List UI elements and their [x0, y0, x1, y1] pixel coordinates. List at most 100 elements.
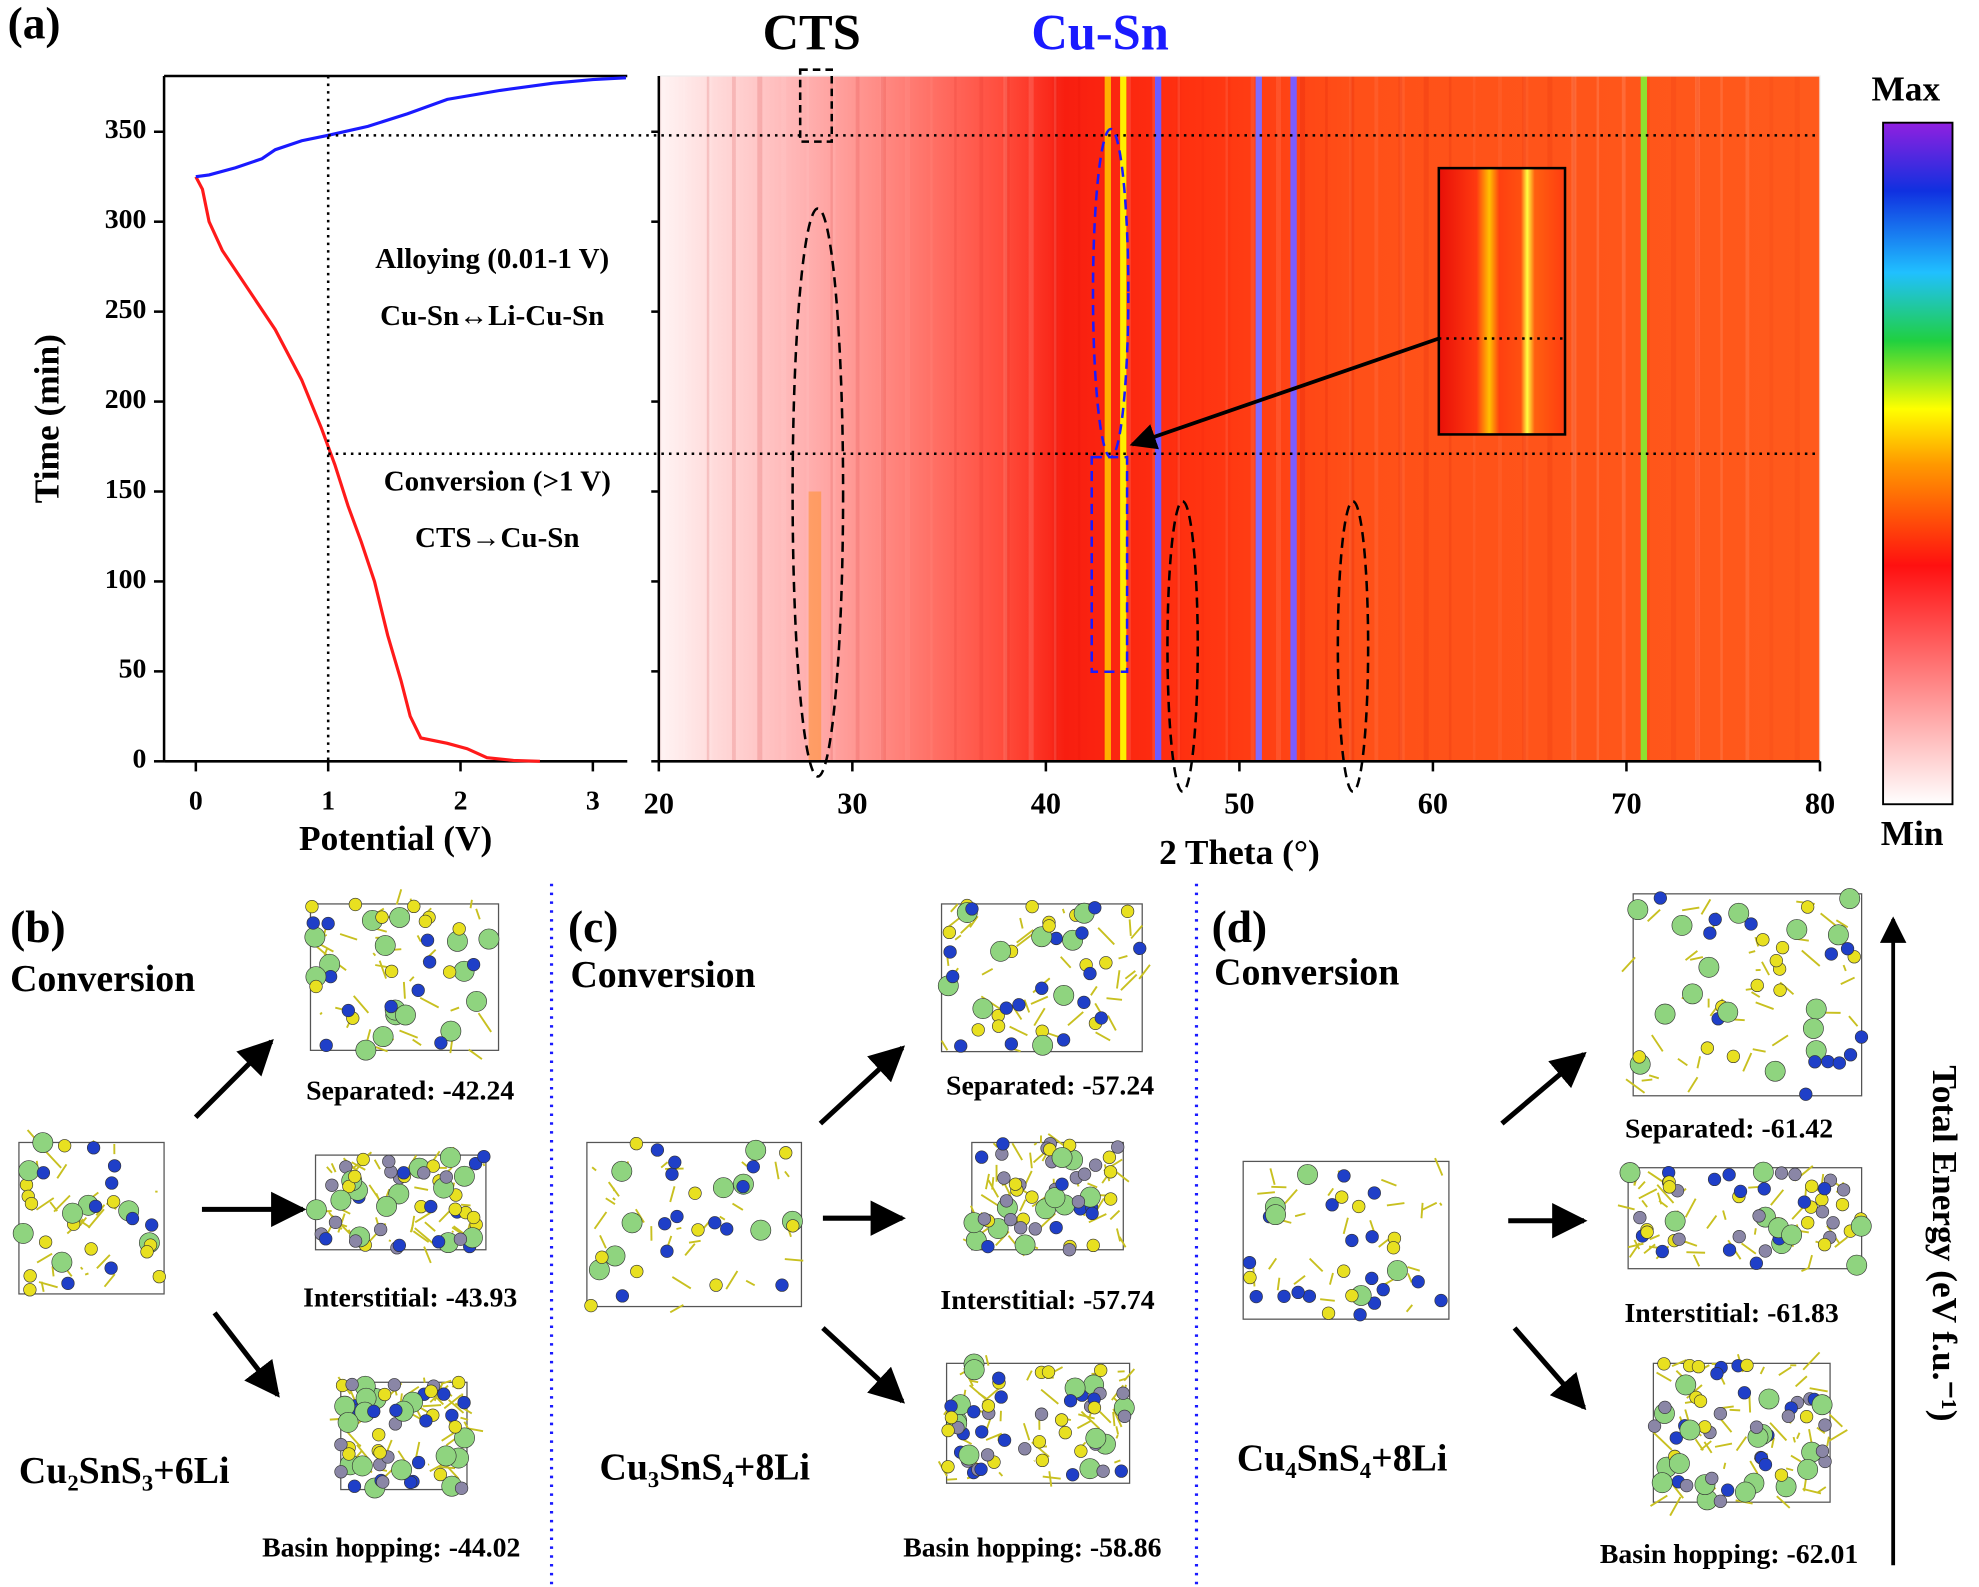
bond — [1268, 1257, 1278, 1270]
bond — [684, 1243, 696, 1256]
bond — [669, 1186, 676, 1203]
layer: (a) 0 50 100 150 200 250 300 350 0 1 2 3 Potential (V… — [8, 0, 1964, 1587]
bond — [1790, 1454, 1802, 1463]
atom — [1769, 954, 1783, 968]
bond — [449, 1039, 454, 1054]
bond — [1019, 1199, 1027, 1212]
bond — [1118, 1236, 1127, 1248]
x-tick-label: 0 — [189, 785, 203, 816]
atom — [1775, 941, 1790, 955]
atom — [1744, 917, 1758, 931]
bond — [1112, 1411, 1116, 1427]
atom — [630, 1264, 644, 1279]
bond — [388, 1239, 392, 1242]
bond — [339, 933, 358, 941]
bond — [1040, 1388, 1059, 1405]
atom — [1365, 1230, 1379, 1244]
bond — [1641, 1078, 1653, 1082]
panel-label: (c) — [568, 902, 618, 952]
bond — [1116, 970, 1121, 989]
texture — [1226, 75, 1231, 762]
atom — [304, 926, 326, 948]
atom — [1018, 1442, 1032, 1456]
texture — [1572, 75, 1576, 762]
atom — [86, 1141, 101, 1155]
bond — [1420, 1202, 1424, 1219]
y-tick-label: 150 — [105, 474, 147, 505]
atom — [1675, 1374, 1697, 1396]
bond — [1742, 1052, 1753, 1072]
bond — [375, 1046, 388, 1053]
panel-heading: Conversion — [1214, 952, 1399, 994]
bond — [725, 1270, 739, 1290]
bond — [1807, 1254, 1813, 1269]
bond — [1327, 1187, 1335, 1197]
bond — [981, 967, 994, 976]
y-tick-label: 200 — [105, 384, 147, 415]
atom — [954, 1039, 968, 1053]
bond — [448, 1399, 465, 1414]
bond — [985, 1432, 1003, 1441]
atom — [440, 1020, 462, 1042]
atom — [1839, 888, 1861, 909]
atom — [1703, 926, 1717, 940]
atom — [51, 1251, 73, 1273]
atom — [434, 1036, 448, 1050]
atom — [457, 1395, 471, 1410]
atom — [1662, 1180, 1677, 1194]
atom — [1774, 1166, 1789, 1180]
atom — [341, 1003, 355, 1018]
atom — [453, 1232, 468, 1246]
bond — [1706, 1215, 1718, 1229]
bond — [1656, 1184, 1675, 1204]
atom — [356, 1152, 370, 1167]
atom — [1063, 1394, 1078, 1408]
atom — [1854, 1030, 1869, 1044]
atom — [946, 969, 960, 984]
texture — [1350, 75, 1355, 762]
bond — [1794, 1375, 1808, 1388]
atom — [1094, 1011, 1108, 1025]
atom — [1721, 1483, 1735, 1497]
texture — [904, 75, 910, 762]
atom — [779, 1146, 793, 1160]
atom — [391, 1459, 413, 1481]
atom — [971, 1023, 985, 1037]
bond — [1741, 1242, 1757, 1255]
atom — [665, 1167, 679, 1181]
bond — [1294, 1212, 1306, 1218]
texture — [806, 75, 810, 762]
bond — [1638, 1188, 1658, 1200]
peak-line — [1120, 75, 1127, 762]
atom — [1632, 1050, 1646, 1064]
texture — [1645, 75, 1650, 762]
bond — [419, 996, 440, 1009]
atom — [621, 1212, 643, 1234]
bond — [599, 1234, 607, 1249]
atom — [941, 1460, 955, 1474]
atom — [1088, 901, 1102, 915]
y-tick-label: 350 — [105, 114, 147, 145]
bond — [1405, 1304, 1414, 1313]
atom — [1802, 1018, 1824, 1039]
bond — [1748, 950, 1756, 954]
atom — [1693, 1394, 1708, 1408]
bond — [414, 1210, 434, 1224]
bond — [1801, 949, 1821, 967]
atom — [1035, 981, 1049, 995]
atom — [397, 1166, 411, 1180]
atom — [1117, 1409, 1132, 1423]
bond — [1061, 908, 1066, 914]
atom — [1086, 1238, 1100, 1253]
atom — [448, 1202, 462, 1216]
atom — [345, 1377, 359, 1392]
texture — [1176, 75, 1182, 762]
bond — [954, 934, 962, 941]
atom — [1302, 1289, 1317, 1303]
bond — [1078, 1413, 1095, 1420]
bond — [1683, 1240, 1698, 1247]
annotation: Conversion (>1 V) — [384, 465, 611, 497]
atom — [1700, 1041, 1714, 1055]
structure-box — [18, 1141, 165, 1295]
atom — [1243, 1270, 1257, 1285]
